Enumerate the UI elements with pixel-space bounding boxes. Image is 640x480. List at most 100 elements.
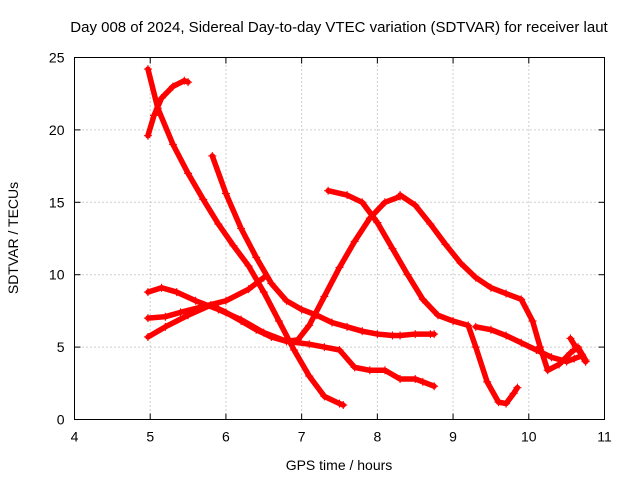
data-point (259, 328, 268, 337)
series-line (473, 324, 589, 365)
data-point (237, 315, 246, 324)
data-point (335, 399, 344, 408)
x-tick-label: 10 (521, 429, 537, 445)
data-point (335, 263, 344, 272)
x-axis-label: GPS time / hours (286, 457, 393, 473)
plot-area (143, 65, 590, 410)
data-point (566, 334, 575, 343)
y-tick-label: 5 (57, 339, 65, 355)
x-tick-label: 6 (222, 429, 230, 445)
data-point (184, 78, 193, 87)
data-point (191, 296, 200, 305)
data-point (335, 345, 344, 354)
data-point (494, 398, 503, 407)
data-point (471, 343, 480, 352)
series-track-10 (566, 334, 590, 366)
data-point (161, 322, 170, 331)
data-point (343, 191, 352, 200)
y-tick-label: 15 (49, 194, 65, 210)
data-point (426, 220, 435, 229)
data-point (350, 237, 359, 246)
y-tick-label: 0 (57, 412, 65, 428)
data-point (259, 273, 268, 282)
data-point (214, 305, 223, 314)
data-point (380, 198, 389, 207)
data-point (290, 345, 299, 354)
data-point (305, 372, 314, 381)
data-point (571, 343, 580, 352)
x-tick-label: 8 (373, 429, 381, 445)
data-point (214, 220, 223, 229)
data-point (471, 322, 480, 331)
data-point (418, 377, 427, 386)
data-point (252, 253, 261, 262)
series-track-3 (208, 151, 439, 340)
data-point (343, 322, 352, 331)
data-point (327, 318, 336, 327)
data-point (176, 308, 185, 317)
data-point (380, 366, 389, 375)
data-point (282, 337, 291, 346)
data-point (411, 374, 420, 383)
data-point (430, 330, 439, 339)
y-tick-label: 25 (49, 50, 65, 66)
data-point (305, 340, 314, 349)
data-point (358, 327, 367, 336)
data-point (373, 218, 382, 227)
y-axis-label: SDTVAR / TECUs (5, 182, 21, 294)
data-point (509, 389, 518, 398)
data-point (566, 348, 575, 357)
data-point (157, 283, 166, 292)
data-point (199, 195, 208, 204)
data-point (143, 65, 152, 74)
data-point (502, 399, 511, 408)
data-point (396, 191, 405, 200)
data-point (411, 330, 420, 339)
data-point (244, 262, 253, 271)
data-point (208, 151, 217, 160)
data-point (433, 311, 442, 320)
x-tick-label: 7 (298, 429, 306, 445)
data-point (143, 131, 152, 140)
data-point (184, 169, 193, 178)
x-tick-label: 9 (449, 429, 457, 445)
series-track-6 (143, 283, 439, 391)
data-point (324, 186, 333, 195)
data-point (532, 345, 541, 354)
data-point (237, 224, 246, 233)
x-tick-label: 5 (146, 429, 154, 445)
data-point (350, 363, 359, 372)
data-point (502, 331, 511, 340)
data-point (320, 343, 329, 352)
series-track-7 (324, 186, 522, 408)
data-point (517, 295, 526, 304)
data-point (486, 283, 495, 292)
data-point (161, 312, 170, 321)
data-point (180, 76, 189, 85)
data-point (418, 295, 427, 304)
series-track-2 (143, 76, 193, 140)
data-point (411, 201, 420, 210)
data-point (267, 279, 276, 288)
data-point (577, 350, 586, 359)
chart-title: Day 008 of 2024, Sidereal Day-to-day VTE… (70, 19, 608, 36)
data-point (172, 288, 181, 297)
data-point (388, 331, 397, 340)
data-point (441, 240, 450, 249)
x-tick-label: 11 (597, 429, 612, 445)
data-point (168, 82, 177, 91)
data-point (143, 314, 152, 323)
data-point (305, 321, 314, 330)
data-point (502, 289, 511, 298)
data-point (320, 392, 329, 401)
data-point (388, 244, 397, 253)
series-track-5 (143, 273, 268, 323)
data-point (274, 317, 283, 326)
data-point (570, 354, 579, 363)
data-point (471, 273, 480, 282)
data-point (513, 383, 522, 392)
data-point (547, 353, 556, 362)
data-point (365, 366, 374, 375)
plot-frame (74, 57, 605, 420)
